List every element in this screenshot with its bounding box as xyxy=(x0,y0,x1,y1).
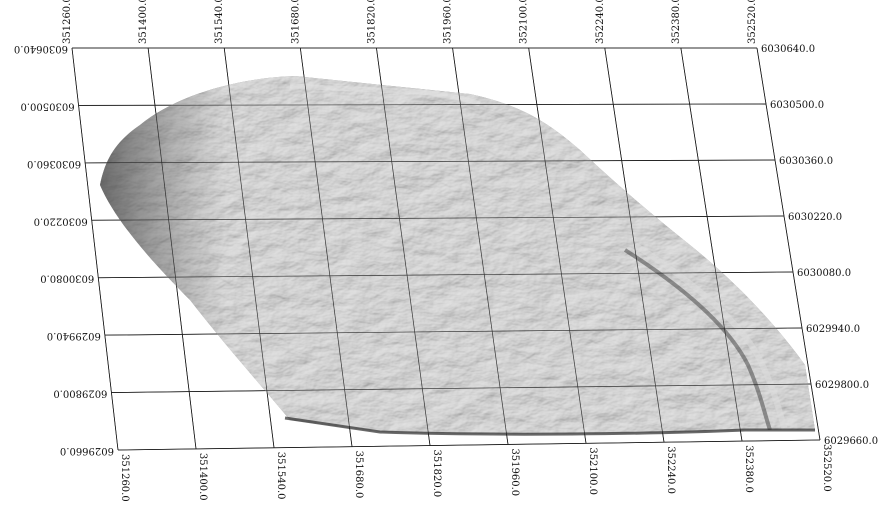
map-grid-overlay xyxy=(71,47,821,451)
easting-label-top: 351960.0 xyxy=(443,0,454,44)
northing-label-right: 6029800.0 xyxy=(815,380,869,391)
easting-label-top: 352520.0 xyxy=(747,0,758,44)
easting-label-bottom: 351260.0 xyxy=(119,454,130,501)
grid-line-northing-overlay xyxy=(98,271,794,279)
easting-label-top: 352240.0 xyxy=(595,0,606,44)
easting-label-bottom: 351680.0 xyxy=(353,451,364,499)
grid-line-northing-overlay xyxy=(117,439,821,451)
grid-line-easting-overlay xyxy=(604,47,665,443)
easting-label-top: 351400.0 xyxy=(138,0,149,44)
northing-label-left: 6029940.0 xyxy=(47,330,101,341)
terrain-riverbank-shadow xyxy=(623,248,772,431)
easting-label-bottom: 352100.0 xyxy=(587,447,598,495)
easting-label-bottom: 352240.0 xyxy=(665,446,676,494)
northing-label-right: 6030500.0 xyxy=(770,100,824,111)
easting-label-top: 352380.0 xyxy=(671,0,682,44)
northing-label-right: 6030220.0 xyxy=(788,212,842,223)
grid-line-easting-overlay xyxy=(680,47,743,442)
grid-line-northing-overlay xyxy=(111,383,812,393)
grid-line-easting-overlay xyxy=(452,47,509,445)
northing-label-right: 6030360.0 xyxy=(779,156,833,167)
grid-line-northing-overlay xyxy=(85,159,776,164)
northing-label-left: 6029660.0 xyxy=(60,445,114,456)
grid-line-easting-overlay xyxy=(756,47,821,441)
easting-label-bottom: 351820.0 xyxy=(431,450,442,498)
northing-label-right: 6030080.0 xyxy=(797,268,851,279)
northing-label-left: 6030080.0 xyxy=(40,273,94,284)
grid-line-northing-overlay xyxy=(104,327,803,336)
easting-label-top: 352100.0 xyxy=(519,0,530,44)
northing-label-left: 6030220.0 xyxy=(34,215,88,226)
easting-label-bottom: 351960.0 xyxy=(509,448,520,496)
easting-label-top: 351820.0 xyxy=(366,0,377,44)
easting-label-top: 351540.0 xyxy=(214,0,225,44)
easting-label-top: 351680.0 xyxy=(290,0,301,44)
northing-label-left: 6029800.0 xyxy=(53,388,107,399)
grid-line-northing-overlay xyxy=(78,103,767,106)
grid-line-easting-overlay xyxy=(147,47,197,449)
northing-label-left: 6030640.0 xyxy=(14,43,68,54)
coordinate-labels: 351260.0 351260.0 351400.0 351400.0 351540.0… xyxy=(14,0,878,502)
grid-line-northing-overlay xyxy=(91,215,785,221)
terrain-west-edge-shading xyxy=(100,76,815,435)
grid-line-easting-overlay xyxy=(299,47,353,447)
northing-label-right: 6029660.0 xyxy=(824,436,878,447)
easting-label-bottom: 351400.0 xyxy=(197,453,208,501)
easting-label-top: 351260.0 xyxy=(62,0,73,44)
grid-line-easting-overlay xyxy=(528,47,587,444)
terrain-surface xyxy=(100,76,815,436)
northing-label-left: 6030500.0 xyxy=(20,100,74,111)
easting-label-bottom: 352380.0 xyxy=(743,445,754,493)
grid-line-easting-overlay xyxy=(223,47,275,448)
grid-line-easting-overlay xyxy=(71,47,119,451)
easting-label-bottom: 351540.0 xyxy=(275,452,286,500)
grid-line-easting-overlay xyxy=(376,47,431,446)
northing-label-left: 6030360.0 xyxy=(27,158,81,169)
northing-label-right: 6030640.0 xyxy=(761,44,815,55)
terrain-riverbank-feature xyxy=(633,242,788,431)
easting-label-bottom: 352520.0 xyxy=(821,444,832,492)
northing-label-right: 6029940.0 xyxy=(806,324,860,335)
terrain-base-edge xyxy=(284,416,815,436)
terrain-top-ridge xyxy=(289,83,481,107)
